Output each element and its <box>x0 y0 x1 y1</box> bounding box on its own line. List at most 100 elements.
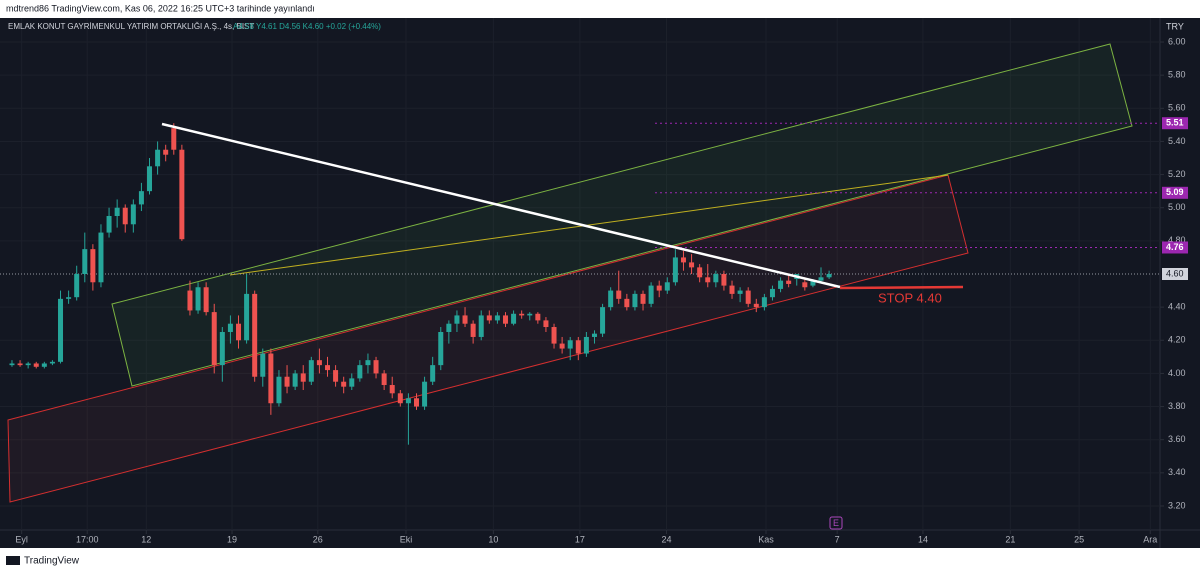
brand: TradingView <box>24 556 80 567</box>
candle-body <box>74 274 80 298</box>
candle-body <box>575 340 581 354</box>
candle-body <box>502 315 508 324</box>
candle-body <box>761 297 767 308</box>
candle-body <box>25 363 31 366</box>
candle-body <box>753 303 759 308</box>
y-tick-label: 5.00 <box>1168 202 1186 212</box>
candle-body <box>49 361 55 364</box>
candle-body <box>227 323 233 332</box>
candle-body <box>171 128 177 150</box>
level-label: 5.09 <box>1166 187 1184 197</box>
x-tick-label: 10 <box>488 534 498 544</box>
candle-body <box>316 360 322 366</box>
candle-body <box>462 315 468 324</box>
candle-body <box>494 315 500 321</box>
candle-body <box>341 381 347 387</box>
candle-body <box>90 249 96 283</box>
y-tick-label: 4.80 <box>1168 235 1186 245</box>
y-tick-label: 5.40 <box>1168 136 1186 146</box>
x-tick-label: 14 <box>918 534 928 544</box>
candle-body <box>389 385 395 394</box>
candle-body <box>438 331 444 366</box>
red-channel <box>7 174 969 503</box>
chart-background <box>0 18 1200 548</box>
candle-body <box>818 277 824 281</box>
x-tick-label: 19 <box>227 534 237 544</box>
event-marker: E <box>833 518 839 528</box>
x-tick-label: Eyl <box>15 534 28 544</box>
trendline <box>161 122 841 289</box>
candle-body <box>567 340 573 349</box>
candle-body <box>17 363 23 366</box>
candle-body <box>624 298 630 308</box>
candle-body <box>591 333 597 337</box>
candle-body <box>583 336 589 354</box>
candle-body <box>454 315 460 324</box>
candle-body <box>373 360 379 374</box>
green-channel <box>111 43 1133 387</box>
candle-body <box>705 277 711 283</box>
candle-body <box>138 191 144 205</box>
candle-body <box>58 298 64 362</box>
candle-body <box>211 312 217 366</box>
y-tick-label: 4.20 <box>1168 335 1186 345</box>
candle-body <box>778 280 784 289</box>
currency: TRY <box>1166 21 1184 31</box>
candle-body <box>349 378 355 387</box>
plot <box>0 122 1160 445</box>
candle-body <box>551 327 557 344</box>
candle-body <box>664 282 670 291</box>
last-price-tag <box>1162 268 1188 280</box>
level-label: 5.51 <box>1166 118 1184 128</box>
candle-body <box>543 320 549 328</box>
candle-body <box>689 262 695 268</box>
candle-body <box>527 313 533 316</box>
x-tick-label: 17:00 <box>76 534 99 544</box>
candle-body <box>203 287 209 313</box>
candle-body <box>155 149 161 167</box>
candle-body <box>608 290 614 308</box>
candle-body <box>33 363 39 367</box>
x-tick-label: 21 <box>1005 534 1015 544</box>
candle-body <box>559 343 565 349</box>
stop-line <box>839 285 964 290</box>
candle-body <box>276 376 282 404</box>
candle-body <box>672 257 678 283</box>
candle-body <box>236 323 242 341</box>
y-tick-label: 5.20 <box>1168 169 1186 179</box>
candle-body <box>147 166 153 192</box>
candle-body <box>9 363 15 366</box>
level-tag <box>1162 186 1188 199</box>
y-tick-label: 3.20 <box>1168 500 1186 510</box>
level-tag <box>1162 117 1188 130</box>
y-tick-label: 5.80 <box>1168 70 1186 80</box>
candle-body <box>308 360 314 382</box>
candle-body <box>478 315 484 337</box>
level-tag <box>1162 241 1188 254</box>
candle-body <box>219 331 225 366</box>
candle-body <box>713 274 719 283</box>
candle-body <box>324 365 330 371</box>
y-tick-label: 3.60 <box>1168 434 1186 444</box>
candle-body <box>252 293 258 377</box>
candle-body <box>826 274 832 278</box>
x-tick-label: 24 <box>661 534 671 544</box>
x-tick-label: Kas <box>758 534 774 544</box>
candle-body <box>130 204 136 225</box>
candle-body <box>430 365 436 382</box>
candle-body <box>187 290 193 311</box>
candle-body <box>122 207 128 225</box>
x-tick-label: 17 <box>575 534 585 544</box>
stop-annotation: STOP 4.40 <box>878 290 942 305</box>
candle-body <box>106 216 112 233</box>
candle-body <box>422 381 428 407</box>
candle-body <box>446 323 452 332</box>
candle-body <box>721 274 727 286</box>
candle-body <box>195 287 201 311</box>
candle-body <box>648 285 654 304</box>
y-tick-label: 4.40 <box>1168 302 1186 312</box>
candle-body <box>357 365 363 379</box>
candle-body <box>413 398 419 407</box>
